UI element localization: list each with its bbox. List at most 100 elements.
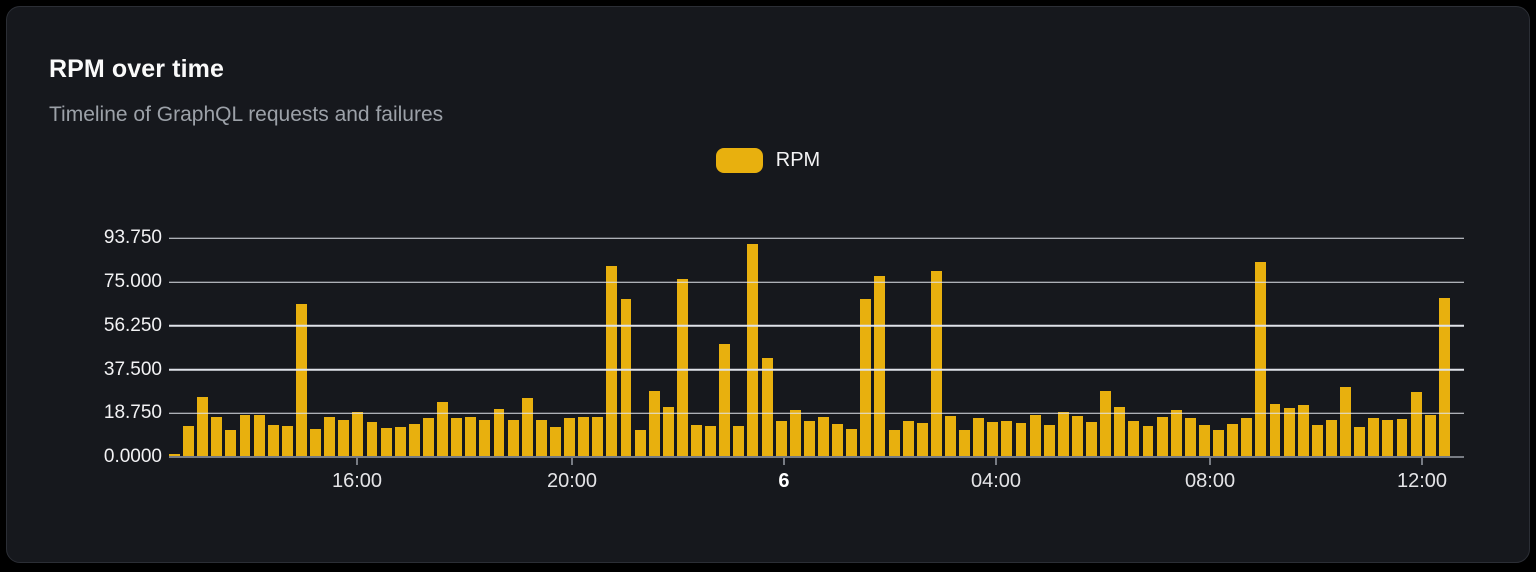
rpm-bar[interactable]: [1340, 386, 1351, 457]
rpm-bar[interactable]: [648, 390, 660, 457]
rpm-bar[interactable]: [535, 419, 547, 457]
rpm-bar[interactable]: [394, 427, 406, 457]
x-axis-tick: [571, 458, 573, 465]
rpm-bar[interactable]: [253, 414, 265, 457]
rpm-bar[interactable]: [1255, 261, 1267, 457]
rpm-bar[interactable]: [1142, 426, 1154, 457]
rpm-bar[interactable]: [267, 424, 279, 457]
chart-legend: RPM: [7, 147, 1529, 174]
rpm-bar[interactable]: [1241, 418, 1253, 457]
rpm-bar[interactable]: [987, 422, 999, 457]
rpm-bar[interactable]: [691, 424, 702, 457]
rpm-bar[interactable]: [1057, 412, 1069, 457]
rpm-bar[interactable]: [451, 417, 463, 457]
rpm-bar[interactable]: [169, 453, 180, 457]
rpm-bar[interactable]: [408, 423, 420, 457]
rpm-bar[interactable]: [888, 429, 900, 457]
rpm-bar[interactable]: [1170, 409, 1182, 457]
rpm-bar[interactable]: [874, 275, 886, 457]
rpm-bar[interactable]: [1128, 420, 1140, 457]
rpm-bar[interactable]: [1410, 391, 1422, 457]
rpm-bar[interactable]: [945, 415, 956, 457]
rpm-bar[interactable]: [465, 417, 477, 457]
rpm-bar[interactable]: [1283, 408, 1295, 457]
rpm-bar[interactable]: [832, 423, 844, 457]
rpm-bar[interactable]: [846, 428, 858, 457]
rpm-bar[interactable]: [1396, 419, 1408, 457]
rpm-bar[interactable]: [1156, 417, 1168, 457]
rpm-bar[interactable]: [1029, 414, 1041, 457]
rpm-bar[interactable]: [1114, 407, 1126, 457]
rpm-bar[interactable]: [493, 408, 505, 457]
rpm-bar[interactable]: [902, 420, 914, 457]
rpm-bar[interactable]: [295, 303, 307, 457]
rpm-bar[interactable]: [197, 396, 209, 457]
rpm-bar[interactable]: [1382, 419, 1394, 457]
rpm-bar[interactable]: [803, 420, 815, 457]
x-axis-tick: [356, 458, 359, 465]
rpm-bar[interactable]: [620, 298, 632, 457]
rpm-bar[interactable]: [1368, 418, 1380, 457]
rpm-bar[interactable]: [916, 423, 928, 457]
rpm-bar[interactable]: [775, 421, 787, 457]
rpm-bar[interactable]: [1438, 297, 1450, 457]
rpm-bar[interactable]: [564, 417, 575, 457]
rpm-bar[interactable]: [634, 429, 646, 457]
rpm-bar[interactable]: [1227, 423, 1239, 457]
rpm-bar[interactable]: [1269, 404, 1281, 457]
rpm-bar[interactable]: [1213, 429, 1225, 457]
rpm-bar[interactable]: [310, 428, 322, 457]
rpm-bar[interactable]: [930, 270, 942, 457]
rpm-bar[interactable]: [1325, 419, 1337, 457]
rpm-bar[interactable]: [818, 416, 829, 457]
rpm-bar[interactable]: [521, 398, 533, 457]
rpm-bar[interactable]: [1184, 417, 1196, 457]
rpm-bar[interactable]: [733, 426, 745, 457]
rpm-bar[interactable]: [338, 419, 350, 457]
x-axis-tick: [994, 458, 997, 465]
rpm-bar[interactable]: [1297, 404, 1309, 457]
rpm-bar[interactable]: [592, 417, 604, 457]
rpm-bar[interactable]: [380, 428, 392, 457]
rpm-bar[interactable]: [973, 417, 985, 457]
rpm-bar[interactable]: [676, 278, 688, 457]
y-axis-label: 75.000: [103, 271, 162, 293]
rpm-bar[interactable]: [761, 357, 773, 457]
rpm-bar[interactable]: [281, 426, 293, 457]
rpm-bar[interactable]: [422, 418, 434, 457]
rpm-bar[interactable]: [1100, 390, 1112, 457]
rpm-bar[interactable]: [1198, 424, 1210, 457]
rpm-bar[interactable]: [789, 409, 801, 457]
rpm-bar[interactable]: [366, 421, 378, 457]
rpm-bar[interactable]: [705, 426, 717, 457]
rpm-bar[interactable]: [747, 244, 759, 457]
rpm-bar[interactable]: [183, 426, 195, 457]
legend-item-rpm[interactable]: RPM: [715, 147, 820, 174]
rpm-bar[interactable]: [719, 343, 731, 457]
rpm-bar[interactable]: [324, 417, 336, 457]
rpm-bar[interactable]: [1015, 423, 1027, 457]
rpm-bar[interactable]: [1424, 415, 1436, 457]
y-axis-label: 56.250: [103, 314, 162, 336]
rpm-bar[interactable]: [860, 298, 872, 457]
rpm-bar[interactable]: [507, 419, 519, 457]
chart-subtitle: Timeline of GraphQL requests and failure…: [49, 103, 444, 126]
rpm-bar[interactable]: [225, 429, 237, 457]
rpm-bar[interactable]: [352, 412, 364, 457]
rpm-bar[interactable]: [1086, 422, 1098, 457]
rpm-bar[interactable]: [1354, 427, 1366, 457]
rpm-bar[interactable]: [1072, 416, 1083, 457]
rpm-bar[interactable]: [606, 265, 618, 457]
rpm-bar[interactable]: [1311, 424, 1323, 457]
rpm-bar[interactable]: [578, 417, 590, 457]
rpm-bar[interactable]: [662, 406, 674, 457]
rpm-bar[interactable]: [211, 416, 223, 457]
x-axis-label: 12:00: [1397, 470, 1448, 492]
rpm-bar[interactable]: [549, 427, 561, 457]
rpm-bar[interactable]: [239, 414, 251, 457]
rpm-bar[interactable]: [959, 429, 971, 457]
rpm-bar[interactable]: [1043, 424, 1055, 457]
rpm-bar[interactable]: [437, 402, 448, 457]
rpm-bar[interactable]: [1001, 420, 1013, 457]
rpm-bar[interactable]: [479, 419, 491, 457]
